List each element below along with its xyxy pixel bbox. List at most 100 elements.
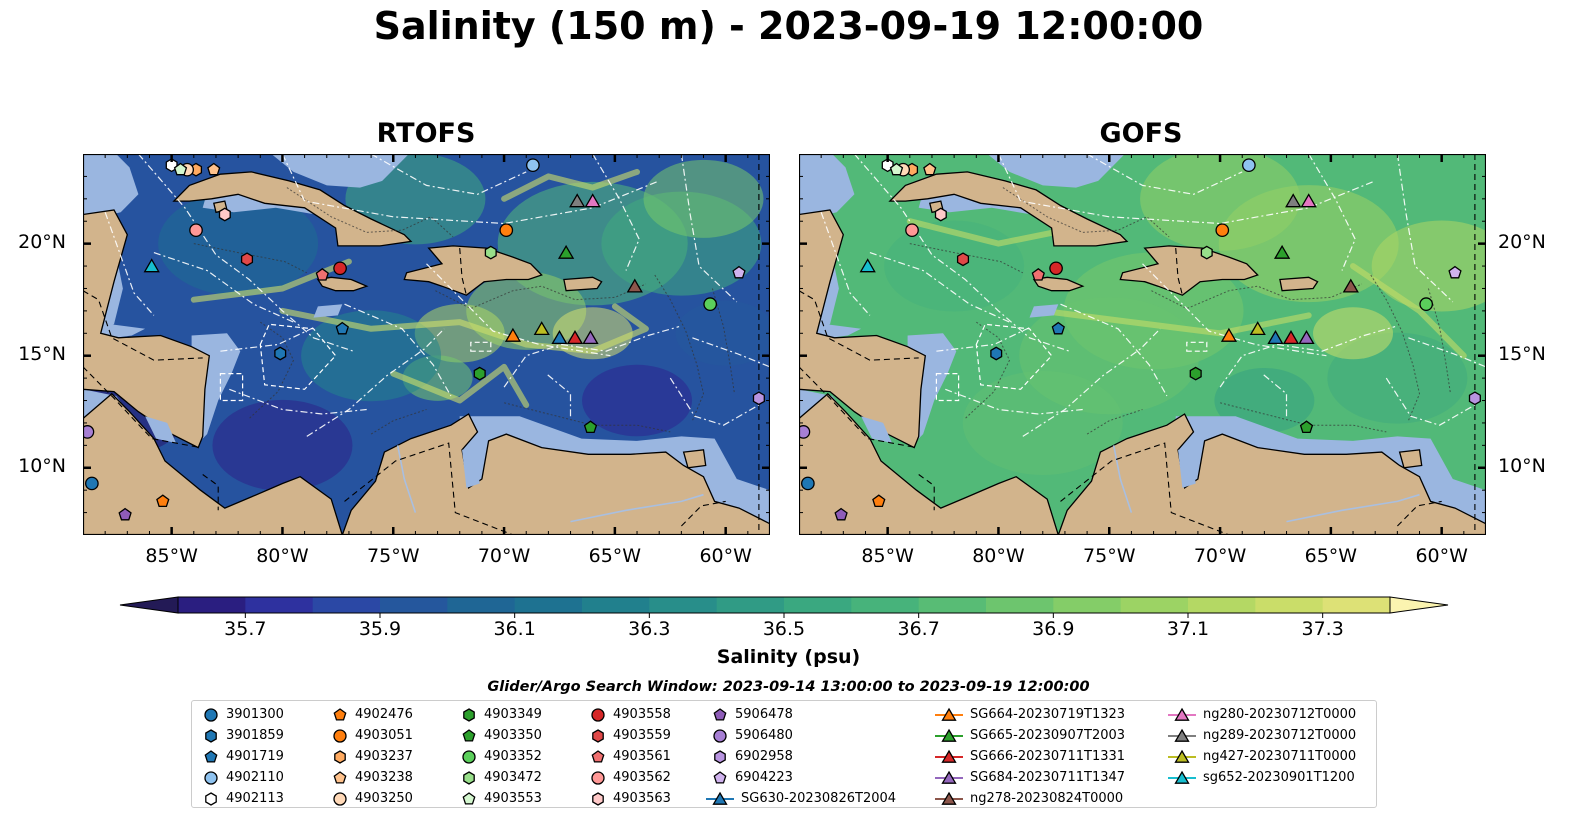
platform-marker-5906478	[834, 507, 848, 521]
legend-label: 5906478	[735, 707, 793, 722]
bahamas-shelf	[987, 154, 1125, 188]
platform-marker-ng427-20230711T0000	[533, 321, 550, 336]
glider-legend-icon	[935, 791, 963, 805]
land-puerto-rico	[1279, 276, 1319, 292]
platform-marker-4903562	[189, 223, 203, 238]
country-border	[344, 442, 515, 535]
legend-item-4903350: 4903350	[460, 725, 542, 746]
lon-tick-label: 70°W	[1193, 545, 1247, 567]
land-central-america-north	[83, 154, 211, 449]
lon-tick-label: 65°W	[1304, 545, 1358, 567]
argo-legend-icon	[713, 728, 727, 743]
colorbar-segment	[447, 597, 516, 613]
eez-boundary	[945, 388, 1083, 415]
platform-marker-SG665-20230907T2003	[557, 244, 575, 259]
colorbar-label: Salinity (psu)	[716, 646, 861, 668]
map-layers	[799, 154, 1486, 535]
platform-marker-4903238	[923, 162, 937, 176]
legend-item-4903349: 4903349	[460, 704, 542, 725]
map-panel-gofs[interactable]	[799, 154, 1486, 535]
salinity-streak	[390, 363, 530, 408]
eez-boundary	[1308, 154, 1356, 271]
argo-legend-icon	[714, 749, 726, 764]
colorbar-extend-low	[119, 596, 179, 614]
legend-item-SG684-20230711T1347: SG684-20230711T1347	[934, 767, 1125, 788]
platform-marker-4902110	[1242, 158, 1256, 173]
country-border	[83, 366, 201, 449]
platform-marker-4903553	[173, 162, 188, 176]
salinity-streak	[501, 168, 640, 202]
platform-marker-4903559	[956, 252, 970, 267]
platform-marker-4903558	[1049, 261, 1063, 276]
eez-boundary	[1142, 263, 1327, 357]
legend-item-5906480: 5906480	[711, 725, 793, 746]
argo-legend-icon	[463, 770, 475, 785]
platform-marker-sg652-20230901T1200	[143, 258, 160, 273]
land-trinidad	[1398, 449, 1423, 469]
legend-label: ng289-20230712T0000	[1203, 728, 1357, 743]
legend-label: 4902476	[355, 707, 413, 722]
colorbar-tick-label: 36.3	[628, 618, 671, 640]
lon-tick-label: 85°W	[145, 545, 198, 567]
legend-label: 4903472	[484, 770, 542, 785]
search-window-text: Glider/Argo Search Window: 2023-09-14 13…	[487, 679, 1090, 695]
colorbar-segment	[784, 597, 852, 613]
salinity-feature	[1313, 307, 1394, 360]
legend-item-3901300: 3901300	[202, 704, 284, 725]
colorbar-tick-label: 36.9	[1032, 618, 1075, 640]
platform-marker-4903349	[473, 366, 486, 381]
colorbar-segment	[918, 597, 987, 613]
lon-tick-label: 75°W	[367, 545, 420, 567]
legend-item-SG664-20230719T1323: SG664-20230719T1323	[934, 704, 1125, 725]
platform-marker-4903558	[333, 261, 347, 276]
legend-label: 4903237	[355, 749, 413, 764]
platform-marker-ng289-20230712T0000	[1285, 193, 1302, 208]
legend-label: 4903051	[355, 728, 413, 743]
depth-contour	[654, 274, 705, 421]
platform-marker-4903562	[905, 223, 919, 238]
depth-contour	[193, 243, 308, 274]
lon-tick-label: 80°W	[256, 545, 309, 567]
country-border	[83, 290, 203, 361]
depth-contour	[964, 321, 1011, 419]
legend-label: 4903559	[613, 728, 671, 743]
platform-marker-4902476	[872, 494, 886, 508]
legend-item-ng289-20230712T0000: ng289-20230712T0000	[1167, 725, 1356, 746]
colorbar-segment	[380, 597, 448, 613]
lat-tick-label-right: 15°N	[1498, 342, 1546, 365]
map-layers	[83, 154, 770, 535]
map-panel-rtofs[interactable]	[83, 154, 770, 535]
colorbar-tick-label: 37.3	[1301, 618, 1344, 640]
legend-label: 4902110	[226, 770, 284, 785]
glider-legend-icon	[935, 707, 963, 721]
eez-boundary	[229, 388, 367, 415]
land-puerto-rico	[563, 276, 603, 292]
glider-legend-icon	[1168, 728, 1196, 742]
platform-marker-4903472	[484, 245, 497, 260]
colorbar-segment	[312, 597, 381, 613]
river	[570, 493, 704, 523]
argo-legend-icon	[333, 770, 347, 784]
colorbar-tick-label: 37.1	[1166, 618, 1210, 640]
colorbar-segment	[178, 597, 246, 613]
legend-label: 3901859	[226, 728, 284, 743]
argo-legend-icon	[592, 791, 604, 806]
land-central-america-north	[799, 154, 927, 449]
eez-boundary	[592, 154, 640, 271]
argo-legend-icon	[462, 749, 476, 764]
legend-item-4903559: 4903559	[589, 725, 671, 746]
colorbar-tick-label: 35.9	[358, 618, 402, 640]
argo-legend-icon	[713, 707, 727, 721]
legend-label: 4903352	[484, 749, 542, 764]
lon-tick-label: 75°W	[1083, 545, 1136, 567]
glider-legend-icon	[706, 791, 734, 805]
eez-boundary	[820, 212, 871, 316]
platform-marker-4901719	[1051, 321, 1065, 335]
argo-legend-icon	[204, 770, 218, 785]
platform-marker-3901300	[801, 476, 815, 491]
platform-marker-SG664-20230719T1323	[504, 327, 522, 342]
colorbar-tick-label: 36.5	[762, 618, 806, 640]
platform-marker-4903350	[1299, 420, 1314, 434]
legend-item-5906478: 5906478	[711, 704, 793, 725]
legend-label: 5906480	[735, 728, 793, 743]
